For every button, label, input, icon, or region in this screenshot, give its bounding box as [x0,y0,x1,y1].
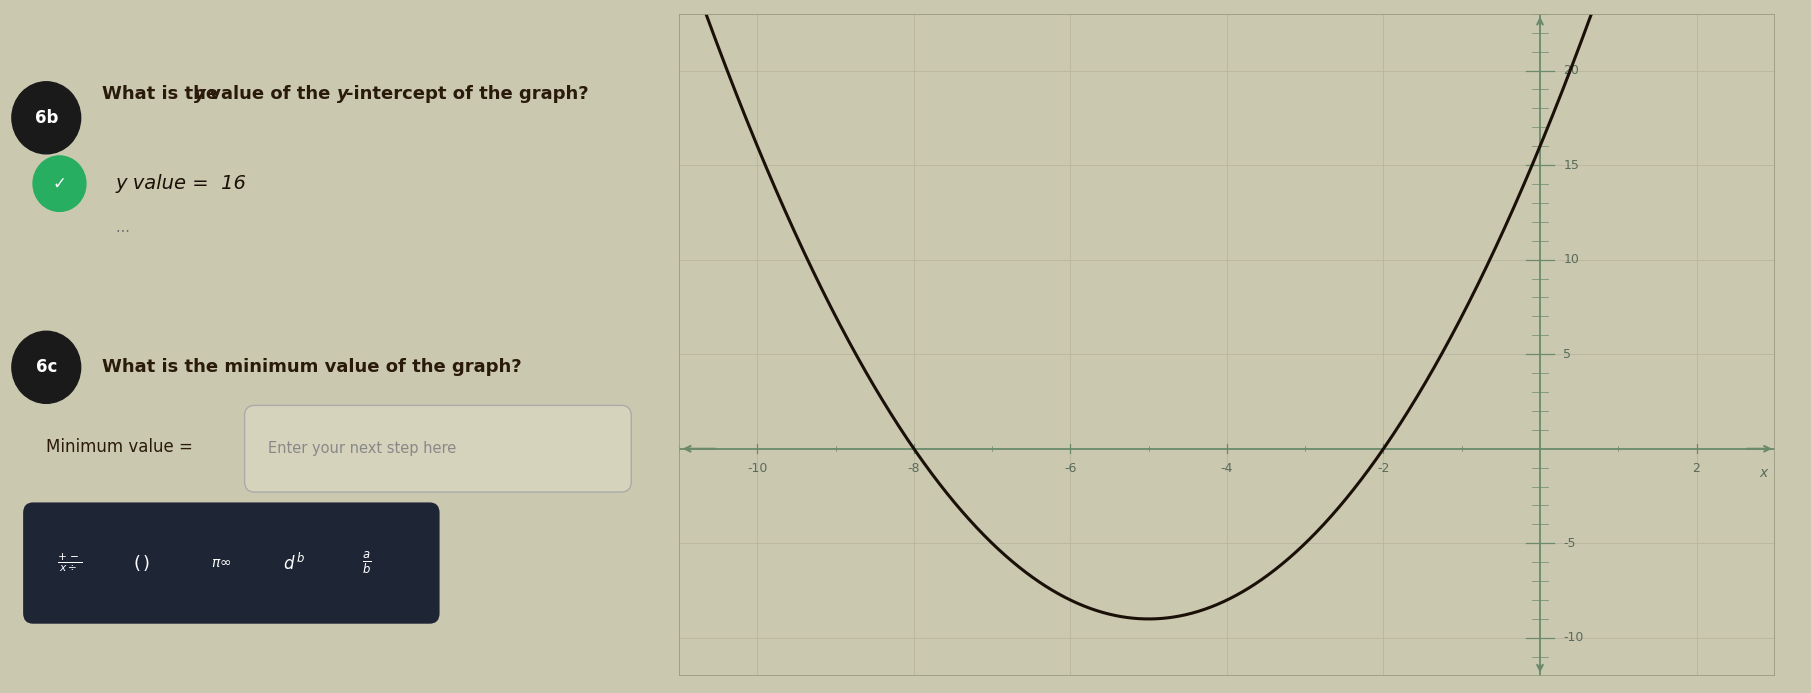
Text: $(\,)$: $(\,)$ [134,553,150,573]
Text: y value =  16: y value = 16 [116,174,246,193]
Text: ✓: ✓ [53,175,67,193]
Text: -10: -10 [748,462,768,475]
Text: -4: -4 [1221,462,1233,475]
Text: $\pi\infty$: $\pi\infty$ [212,556,232,570]
Text: -6: -6 [1065,462,1076,475]
Text: -10: -10 [1563,631,1585,644]
Text: 5: 5 [1563,348,1572,361]
Text: value of the: value of the [203,85,337,103]
Circle shape [33,156,85,211]
Circle shape [13,331,81,403]
Text: -5: -5 [1563,537,1576,550]
Text: Minimum value =: Minimum value = [47,438,199,456]
Text: 20: 20 [1563,64,1579,77]
Text: What is the minimum value of the graph?: What is the minimum value of the graph? [103,358,522,376]
Text: -8: -8 [907,462,920,475]
Text: Enter your next step here: Enter your next step here [268,441,456,456]
Text: y: y [337,85,350,103]
Text: 6b: 6b [34,109,58,127]
Text: 15: 15 [1563,159,1579,172]
Text: -intercept of the graph?: -intercept of the graph? [346,85,589,103]
Circle shape [13,82,81,154]
Text: y: y [194,85,205,103]
FancyBboxPatch shape [244,405,632,492]
Text: $\frac{a}{b}$: $\frac{a}{b}$ [362,550,371,576]
Text: 2: 2 [1693,462,1701,475]
Text: ⋯: ⋯ [116,223,130,237]
Text: $\frac{+\,-}{x\div}$: $\frac{+\,-}{x\div}$ [56,552,81,574]
Text: 10: 10 [1563,253,1579,266]
Text: $d^{\,b}$: $d^{\,b}$ [283,552,306,574]
Text: -2: -2 [1378,462,1389,475]
Text: What is the: What is the [103,85,225,103]
Text: 6c: 6c [36,358,56,376]
FancyBboxPatch shape [24,502,440,624]
Text: x: x [1758,466,1768,480]
